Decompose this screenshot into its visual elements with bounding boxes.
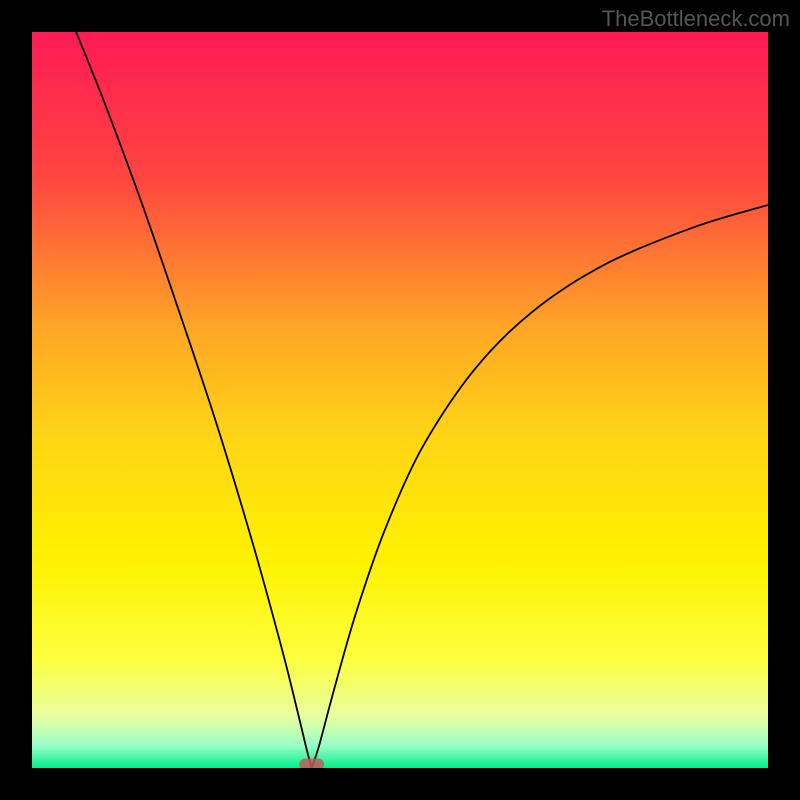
watermark-text: TheBottleneck.com bbox=[602, 6, 790, 32]
optimal-marker bbox=[299, 758, 324, 768]
bottleneck-chart bbox=[32, 32, 768, 768]
bottleneck-curve bbox=[32, 32, 768, 768]
